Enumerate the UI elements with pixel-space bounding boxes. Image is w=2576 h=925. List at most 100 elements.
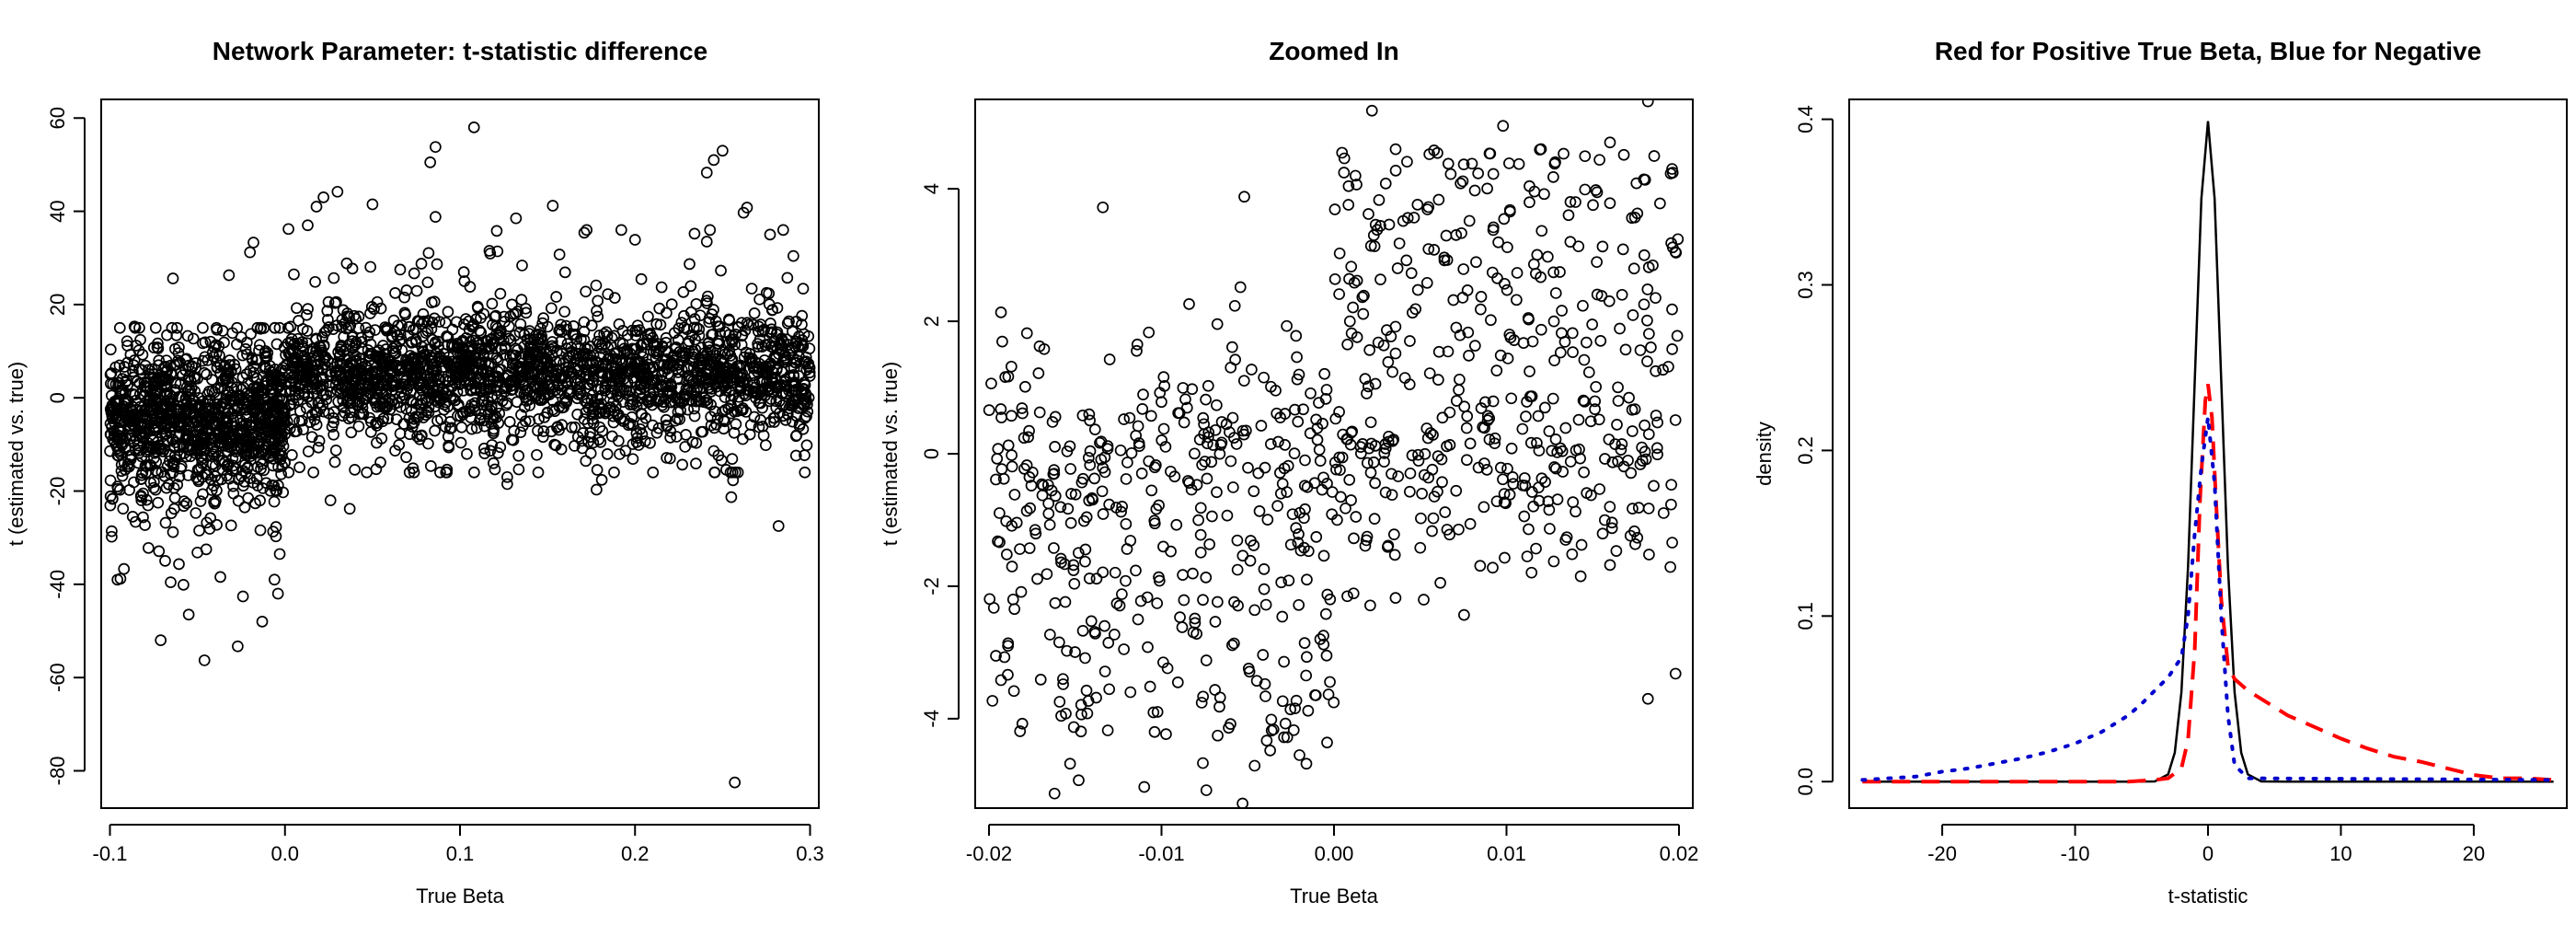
- data-point: [532, 424, 544, 437]
- data-point: [467, 466, 480, 479]
- data-point: [244, 246, 257, 259]
- data-point: [1211, 318, 1224, 330]
- data-point: [1310, 531, 1323, 543]
- data-point: [789, 430, 802, 443]
- data-point: [491, 245, 504, 258]
- data-point: [1418, 594, 1430, 606]
- data-point: [1617, 460, 1630, 473]
- data-point: [104, 403, 117, 415]
- data-point: [1006, 449, 1018, 461]
- data-point: [1547, 170, 1559, 183]
- data-point: [247, 237, 259, 249]
- data-point: [1497, 120, 1510, 133]
- data-point: [1367, 456, 1380, 468]
- data-point: [296, 336, 308, 348]
- data-point: [1400, 254, 1413, 267]
- data-point: [328, 456, 341, 468]
- data-point: [1654, 197, 1666, 210]
- data-point: [104, 490, 117, 503]
- data-point: [1259, 690, 1271, 702]
- data-point: [551, 387, 564, 399]
- data-point: [219, 398, 232, 410]
- data-point: [1454, 373, 1466, 386]
- data-point: [1132, 420, 1144, 433]
- data-point: [172, 347, 185, 359]
- data-point: [1549, 287, 1562, 299]
- data-point: [111, 442, 124, 455]
- data-point: [270, 438, 283, 451]
- data-point: [688, 402, 700, 415]
- data-point: [563, 386, 576, 398]
- data-point: [994, 536, 1006, 549]
- data-point: [621, 344, 634, 357]
- data-point: [1276, 695, 1289, 708]
- data-point: [776, 224, 789, 237]
- data-point: [302, 219, 314, 232]
- data-point: [1581, 336, 1593, 349]
- data-point: [1054, 501, 1067, 514]
- data-point: [322, 295, 335, 308]
- data-point: [723, 314, 736, 327]
- data-point: [210, 339, 223, 352]
- data-point: [1017, 407, 1029, 420]
- data-point: [644, 436, 656, 449]
- data-point: [664, 432, 676, 444]
- data-point: [1619, 343, 1632, 356]
- data-point: [727, 474, 740, 487]
- data-point: [396, 344, 408, 356]
- x-tick-label: 0.01: [1487, 842, 1526, 865]
- data-point: [309, 406, 322, 419]
- data-point: [1137, 388, 1149, 401]
- data-point: [770, 401, 783, 414]
- data-point: [758, 354, 771, 366]
- data-point: [1572, 413, 1585, 426]
- data-point: [712, 338, 725, 350]
- y-tick-label: 0.3: [1794, 271, 1817, 299]
- data-point: [1153, 571, 1165, 584]
- data-point: [400, 284, 413, 296]
- data-point: [1110, 597, 1123, 610]
- data-point: [1475, 402, 1488, 414]
- data-point: [116, 469, 129, 482]
- data-point: [730, 360, 743, 373]
- data-point: [731, 320, 744, 333]
- data-point: [339, 318, 351, 330]
- data-point: [197, 354, 209, 367]
- data-point: [708, 422, 720, 434]
- data-point: [1341, 338, 1353, 351]
- data-point: [1246, 364, 1258, 376]
- data-point: [267, 459, 279, 472]
- data-point: [1526, 335, 1539, 348]
- data-point: [1317, 471, 1329, 484]
- data-point: [172, 354, 184, 367]
- data-point: [788, 249, 799, 262]
- data-point: [409, 370, 422, 383]
- data-point: [707, 445, 720, 457]
- data-point: [389, 287, 401, 299]
- data-point: [201, 368, 213, 381]
- data-point: [1612, 395, 1625, 407]
- data-point: [403, 320, 415, 333]
- chart-title: Zoomed In: [1269, 37, 1399, 65]
- data-point: [1458, 608, 1470, 621]
- data-point: [1252, 467, 1265, 480]
- data-point: [1641, 692, 1654, 705]
- data-point: [210, 321, 223, 334]
- data-point: [614, 412, 627, 425]
- data-point: [677, 285, 690, 298]
- data-point: [688, 227, 701, 240]
- data-point: [466, 422, 478, 435]
- data-point: [301, 325, 314, 337]
- data-point: [1490, 364, 1503, 376]
- data-point: [1297, 403, 1309, 416]
- data-point: [190, 362, 201, 375]
- data-point: [693, 323, 706, 336]
- data-point: [1383, 218, 1396, 231]
- data-point: [1428, 244, 1441, 256]
- data-point: [1636, 441, 1648, 454]
- data-point: [392, 319, 404, 332]
- data-point: [1489, 437, 1501, 450]
- data-point: [1629, 538, 1641, 550]
- x-axis-label: t-statistic: [2168, 885, 2248, 908]
- data-point: [430, 211, 442, 224]
